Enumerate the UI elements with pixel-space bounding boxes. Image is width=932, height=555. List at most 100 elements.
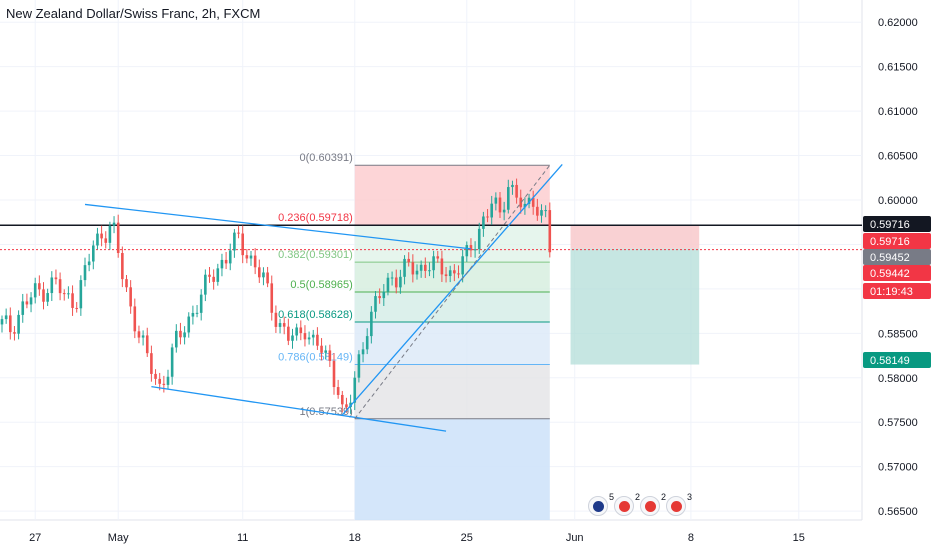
candle-body — [507, 187, 510, 210]
event-marker[interactable]: 5 — [588, 492, 614, 516]
candle-body — [220, 259, 224, 269]
candle-body — [523, 203, 527, 208]
candle-body — [224, 259, 228, 264]
price-tag-label: 0.59442 — [870, 268, 910, 280]
candle-body — [444, 274, 448, 277]
candle-body — [241, 233, 244, 256]
candle-body — [403, 258, 406, 277]
fib-level-label: 0.236(0.59718) — [278, 212, 353, 224]
candle-body — [527, 197, 531, 204]
candle-body — [62, 293, 66, 295]
price-tag-label: 0.59716 — [870, 219, 910, 231]
event-count: 3 — [686, 492, 692, 502]
candle-body — [428, 270, 431, 272]
y-tick-label: 0.60000 — [878, 195, 918, 207]
candle-body — [299, 327, 303, 334]
candle-body — [175, 330, 178, 348]
fib-level-label: 0(0.60391) — [300, 152, 353, 164]
candle-body — [38, 283, 41, 290]
fib-trend-line — [354, 164, 551, 420]
candle-body — [544, 210, 547, 212]
trendline — [84, 203, 472, 250]
candle-body — [112, 222, 116, 226]
candle-body — [477, 228, 481, 250]
candle-body — [419, 264, 423, 271]
candle-body — [187, 316, 191, 333]
fib-level-label: 0.786(0.58149) — [278, 352, 353, 364]
fib-zone — [354, 225, 550, 263]
candle-body — [378, 296, 381, 299]
candle-body — [295, 327, 298, 336]
candle-body — [332, 360, 336, 388]
candle-body — [154, 373, 157, 379]
candle-body — [490, 203, 493, 218]
fib-zone — [354, 364, 550, 419]
candle-body — [233, 232, 236, 251]
candle-body — [141, 335, 145, 338]
trendline — [151, 386, 447, 432]
candle-body — [212, 276, 215, 282]
candle-body — [162, 383, 166, 385]
candle-body — [104, 238, 108, 243]
candle-body — [502, 209, 506, 213]
candle-body — [390, 277, 394, 279]
candle-body — [519, 197, 523, 208]
candle-body — [170, 347, 174, 377]
candle-body — [440, 258, 444, 275]
candle-body — [407, 258, 410, 263]
candle-body — [282, 323, 286, 327]
candle-body — [9, 315, 12, 333]
candle-body — [307, 337, 311, 340]
candle-body — [540, 210, 543, 216]
candle-body — [486, 216, 489, 218]
nz-flag-icon — [592, 500, 604, 512]
candle-body — [71, 293, 74, 308]
candle-body — [536, 206, 539, 216]
price-tag — [863, 233, 931, 249]
price-tag — [863, 216, 931, 232]
candle-body — [137, 331, 141, 338]
trendline — [341, 164, 563, 416]
y-tick-label: 0.61000 — [878, 106, 918, 118]
candle-body — [531, 197, 535, 207]
event-marker[interactable]: 3 — [666, 492, 692, 516]
event-marker[interactable]: 2 — [640, 492, 666, 516]
candle-body — [87, 261, 91, 266]
candle-body — [511, 184, 514, 188]
candle-body — [21, 301, 25, 315]
x-tick-label: 8 — [688, 532, 694, 544]
price-tag — [863, 352, 931, 368]
y-tick-label: 0.57000 — [878, 462, 918, 474]
candle-body — [365, 336, 369, 350]
candle-body — [25, 301, 29, 305]
candle-body — [262, 272, 265, 278]
chart-title: New Zealand Dollar/Swiss Franc, 2h, FXCM — [6, 6, 261, 21]
candle-body — [482, 216, 485, 229]
y-tick-label: 0.62000 — [878, 17, 918, 29]
candle-body — [465, 245, 469, 257]
candle-body — [33, 283, 37, 298]
candle-body — [494, 197, 498, 204]
candle-body — [100, 233, 103, 239]
candle-body — [328, 350, 332, 361]
price-tag-label: 01:19:43 — [870, 286, 913, 298]
y-tick-label: 0.60500 — [878, 151, 918, 163]
candle-body — [79, 280, 83, 309]
candle-body — [228, 250, 232, 264]
candle-body — [357, 354, 361, 378]
candle-body — [415, 270, 419, 275]
candle-body — [42, 289, 45, 302]
candle-body — [548, 210, 552, 253]
candle-body — [58, 279, 62, 294]
event-marker[interactable]: 2 — [614, 492, 640, 516]
candle-body — [278, 323, 282, 327]
x-tick-label: 25 — [461, 532, 473, 544]
candle-body — [245, 255, 249, 259]
candle-body — [29, 297, 33, 305]
candle-body — [436, 256, 440, 259]
candle-body — [461, 256, 464, 275]
candle-body — [83, 265, 87, 281]
price-tag — [863, 265, 931, 281]
